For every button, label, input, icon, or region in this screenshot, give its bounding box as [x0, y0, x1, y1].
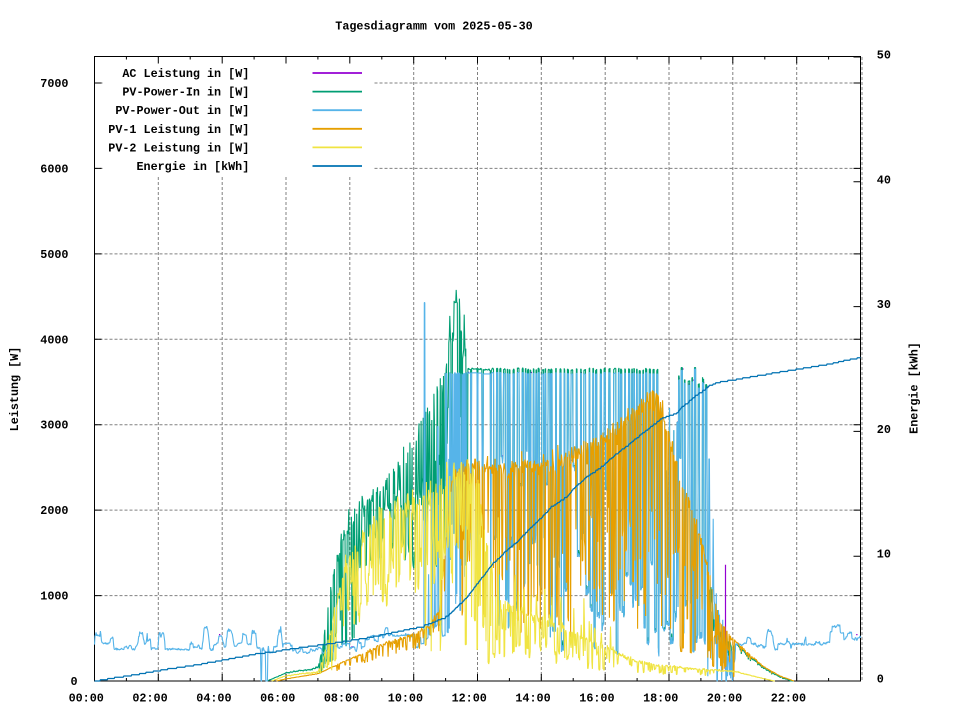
svg-text:20:00: 20:00 [707, 692, 742, 706]
svg-text:18:00: 18:00 [643, 692, 678, 706]
svg-text:Leistung [W]: Leistung [W] [8, 347, 22, 432]
svg-text:0: 0 [70, 675, 77, 689]
svg-text:Energie [kWh]: Energie [kWh] [908, 342, 922, 434]
svg-text:PV-2 Leistung in [W]: PV-2 Leistung in [W] [108, 141, 249, 155]
svg-text:7000: 7000 [40, 77, 68, 91]
svg-text:08:00: 08:00 [324, 692, 359, 706]
svg-text:40: 40 [877, 173, 891, 187]
svg-text:10:00: 10:00 [388, 692, 423, 706]
svg-text:5000: 5000 [40, 248, 68, 262]
svg-text:AC Leistung in [W]: AC Leistung in [W] [122, 67, 249, 81]
svg-text:6000: 6000 [40, 162, 68, 176]
svg-text:12:00: 12:00 [452, 692, 487, 706]
svg-text:PV-Power-Out in [W]: PV-Power-Out in [W] [115, 104, 249, 118]
svg-text:0: 0 [877, 673, 884, 687]
svg-text:4000: 4000 [40, 333, 68, 347]
svg-text:PV-1 Leistung in [W]: PV-1 Leistung in [W] [108, 123, 249, 137]
svg-text:00:00: 00:00 [69, 692, 104, 706]
svg-text:PV-Power-In in [W]: PV-Power-In in [W] [122, 86, 249, 100]
svg-text:16:00: 16:00 [579, 692, 614, 706]
svg-text:50: 50 [877, 49, 891, 63]
svg-text:Tagesdiagramm vom 2025-05-30: Tagesdiagramm vom 2025-05-30 [335, 20, 532, 34]
svg-text:04:00: 04:00 [196, 692, 231, 706]
svg-text:10: 10 [877, 548, 891, 562]
svg-text:20: 20 [877, 423, 891, 437]
svg-text:06:00: 06:00 [260, 692, 295, 706]
svg-text:3000: 3000 [40, 419, 68, 433]
svg-text:Energie in [kWh]: Energie in [kWh] [136, 160, 249, 174]
svg-text:22:00: 22:00 [771, 692, 806, 706]
svg-text:14:00: 14:00 [515, 692, 550, 706]
svg-text:30: 30 [877, 298, 891, 312]
svg-text:02:00: 02:00 [132, 692, 167, 706]
svg-text:1000: 1000 [40, 590, 68, 604]
svg-text:2000: 2000 [40, 504, 68, 518]
